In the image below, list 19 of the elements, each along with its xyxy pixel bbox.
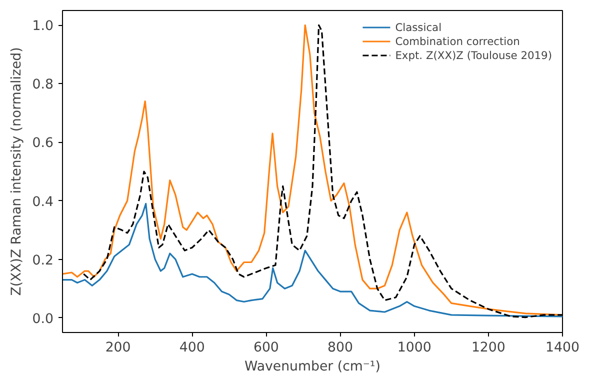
y-axis-title: Z(XX)Z Raman intensity (normalized) xyxy=(9,47,24,296)
y-tick-label: 0.8 xyxy=(32,78,54,93)
x-tick-label: 400 xyxy=(179,340,205,356)
x-axis-title: Wavenumber (cm⁻¹) xyxy=(244,360,380,374)
x-tick-label: 1000 xyxy=(397,340,432,356)
x-tick-label: 1200 xyxy=(471,340,506,356)
x-tick-label: 800 xyxy=(328,340,354,356)
y-tick-label: 0.0 xyxy=(32,312,54,327)
x-tick-label: 600 xyxy=(253,340,279,356)
legend-label: Classical xyxy=(395,20,442,34)
y-tick-label: 0.2 xyxy=(32,253,54,268)
y-tick-label: 0.6 xyxy=(32,136,54,152)
x-tick-label: 200 xyxy=(105,340,131,356)
x-tick-label: 1400 xyxy=(546,340,580,356)
y-tick-label: 1.0 xyxy=(32,19,54,34)
y-tick-label: 0.4 xyxy=(32,194,54,210)
line-series xyxy=(62,202,562,318)
legend-label: Expt. Z(XX)Z (Toulouse 2019) xyxy=(395,48,552,62)
legend-label: Combination correction xyxy=(395,34,520,48)
